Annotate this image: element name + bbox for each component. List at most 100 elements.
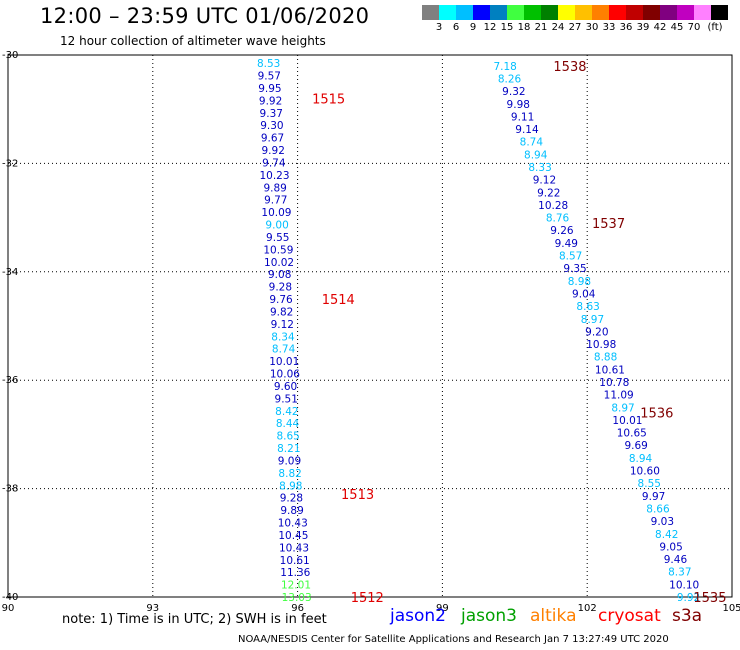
wave-height-value: 9.92 [677,592,700,604]
legend-label: 21 [534,22,548,33]
wave-height-value: 8.94 [629,453,653,465]
lat-tick-label: -30 [2,50,18,61]
wave-height-value: 8.42 [655,529,678,541]
wave-height-value: 8.98 [568,276,591,288]
legend-label: 15 [500,22,514,33]
wave-height-value: 10.28 [538,200,568,212]
wave-height-value: 9.00 [265,220,288,232]
legend-swatch [677,5,694,20]
lon-tick-label: 102 [578,603,597,614]
pass-number-label: 1512 [351,591,384,606]
wave-height-value: 9.09 [278,455,301,467]
lat-tick-label: -34 [2,267,18,278]
legend-swatch [575,5,592,20]
wave-height-value: 9.03 [651,516,674,528]
wave-height-value: 10.45 [278,530,308,542]
legend-swatch [711,5,728,20]
wave-height-value: 9.55 [266,232,289,244]
legend-units: (ft) [707,22,723,33]
map-frame [7,54,733,598]
wave-height-value: 8.55 [638,478,661,490]
legend-swatch [660,5,677,20]
credit-line: NOAA/NESDIS Center for Satellite Applica… [238,634,669,645]
pass-number-label: 1515 [312,92,345,107]
wave-height-value: 8.65 [276,431,299,443]
satellite-name-altika: altika [530,606,577,626]
wave-height-value: 8.88 [594,352,617,364]
wave-height-value: 9.89 [280,505,303,517]
wave-height-value: 9.30 [260,120,283,132]
wave-height-value: 9.46 [664,554,688,566]
wave-height-value: 9.11 [511,111,534,123]
wave-height-value: 10.06 [270,369,300,381]
wave-height-value: 10.60 [630,466,660,478]
wave-height-value: 8.74 [520,137,544,149]
wave-height-value: 8.63 [576,301,599,313]
lat-tick-label: -38 [2,484,18,495]
wave-height-value: 9.20 [585,326,608,338]
legend-label: 70 [687,22,701,33]
wave-height-value: 9.92 [262,145,285,157]
wave-height-value: 9.51 [275,393,298,405]
lon-tick-label: 93 [146,603,159,614]
wave-height-value: 8.97 [581,314,604,326]
wave-height-value: 12.01 [281,580,311,592]
wave-height-value: 7.18 [493,61,516,73]
pass-number-label: 1536 [640,407,673,422]
legend-swatch [422,5,439,20]
lon-tick-label: 90 [2,603,15,614]
wave-height-value: 9.28 [280,493,303,505]
wave-height-value: 9.82 [270,306,293,318]
wave-height-value: 8.94 [524,149,548,161]
wave-height-value: 9.57 [258,71,281,83]
wave-height-value: 9.98 [507,99,530,111]
wave-height-value: 9.95 [258,83,281,95]
wave-height-value: 8.21 [277,443,300,455]
wave-height-value: 9.22 [537,187,560,199]
wave-height-value: 8.98 [279,480,302,492]
footer-note: note: 1) Time is in UTC; 2) SWH is in fe… [62,612,327,627]
legend-swatch [473,5,490,20]
wave-height-value: 10.09 [261,207,291,219]
wave-height-value: 8.44 [276,418,300,430]
pass-number-label: 1513 [341,488,374,503]
legend-swatch [541,5,558,20]
legend-label: 12 [483,22,497,33]
pass-number-label: 1537 [592,217,625,232]
legend-swatch [456,5,473,20]
wave-height-value: 10.10 [669,579,699,591]
wave-height-value: 10.23 [259,170,289,182]
satellite-name-cryosat: cryosat [598,606,661,626]
map-title: 12:00 – 23:59 UTC 01/06/2020 [40,4,370,28]
legend-swatch [609,5,626,20]
wave-height-value: 8.37 [668,567,691,579]
lon-tick-label: 96 [291,603,304,614]
wave-height-value: 9.76 [269,294,293,306]
wave-height-value: 9.05 [659,541,682,553]
satellite-name-s3a: s3a [672,606,703,626]
wave-height-value: 9.26 [550,225,574,237]
wave-height-value: 9.89 [263,182,286,194]
wave-height-value: 8.76 [546,213,570,225]
wave-height-value: 10.65 [617,428,647,440]
wave-height-value: 8.74 [272,344,296,356]
legend-swatch [694,5,711,20]
wave-height-value: 8.26 [498,73,522,85]
wave-height-value: 10.98 [586,339,616,351]
wave-height-value: 9.74 [262,157,286,169]
legend-label: 30 [585,22,599,33]
wave-height-value: 9.67 [261,133,284,145]
wave-height-value: 9.69 [624,440,647,452]
wave-height-value: 10.61 [595,364,625,376]
legend-label: 27 [568,22,582,33]
wave-height-value: 10.78 [599,377,629,389]
wave-height-value: 8.42 [275,406,298,418]
legend-label: 33 [602,22,616,33]
wave-height-value: 8.82 [278,468,301,480]
wave-height-value: 11.36 [280,567,310,579]
legend-swatch [490,5,507,20]
wave-height-value: 8.33 [528,162,551,174]
wave-height-value: 10.01 [269,356,299,368]
wave-height-value: 9.32 [502,86,525,98]
